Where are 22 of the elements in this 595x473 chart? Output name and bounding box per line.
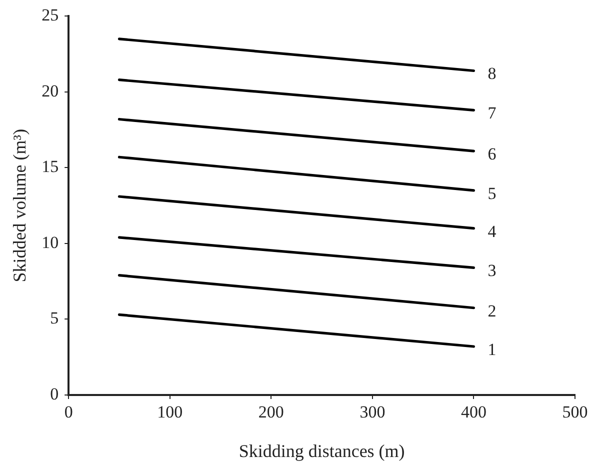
series-label: 2 xyxy=(488,301,496,320)
x-axis-title: Skidding distances (m) xyxy=(238,440,405,461)
y-axis-title: Skidded volume (m³) xyxy=(10,128,30,282)
y-tick-label: 15 xyxy=(42,157,59,176)
series-label: 8 xyxy=(488,64,496,84)
y-tick-label: 5 xyxy=(50,308,59,328)
series-label: 7 xyxy=(488,104,497,123)
y-tick-label: 20 xyxy=(42,81,59,100)
x-tick-label: 0 xyxy=(64,402,73,422)
y-tick-label: 25 xyxy=(42,6,59,25)
x-tick-label: 500 xyxy=(562,402,588,422)
y-tick-label: 10 xyxy=(42,232,59,252)
y-tick-label: 0 xyxy=(50,384,59,404)
series-label: 4 xyxy=(488,222,497,241)
series-label: 5 xyxy=(488,184,496,203)
x-tick-label: 200 xyxy=(258,402,284,422)
series-label: 6 xyxy=(488,144,496,164)
series-label: 1 xyxy=(488,340,496,359)
series-label: 3 xyxy=(488,261,496,280)
x-tick-label: 100 xyxy=(157,402,183,422)
x-tick-label: 400 xyxy=(460,402,486,422)
x-tick-label: 300 xyxy=(360,402,386,422)
